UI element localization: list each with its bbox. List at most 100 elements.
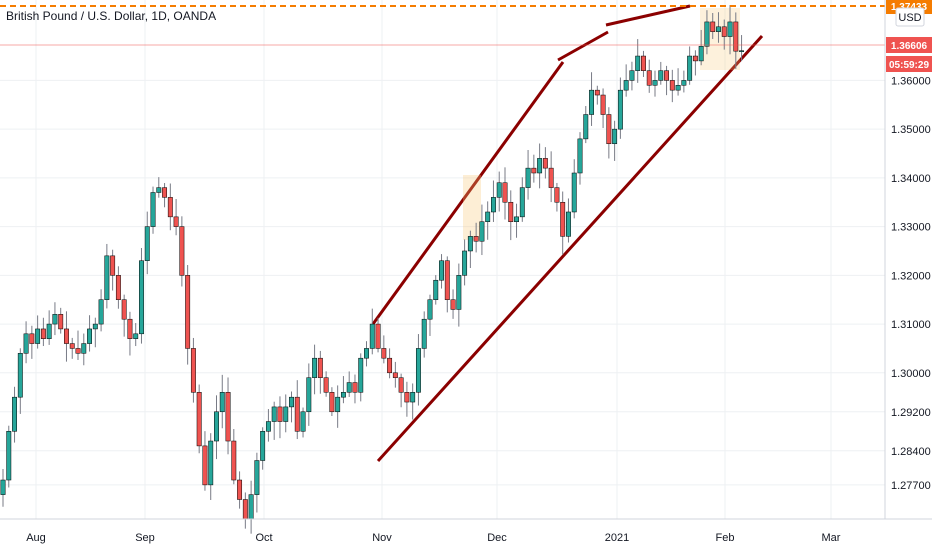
candle	[242, 492, 248, 529]
candle	[450, 289, 456, 319]
candle-body	[127, 318, 133, 339]
candle	[398, 373, 404, 408]
candle	[669, 69, 675, 103]
candle-body	[716, 26, 721, 32]
candle	[635, 39, 641, 83]
candle	[104, 243, 110, 309]
candle-body	[162, 187, 168, 198]
candle	[98, 289, 104, 332]
candle	[537, 143, 543, 189]
candle-body	[260, 431, 266, 461]
candle	[508, 190, 514, 241]
candle-body	[115, 275, 121, 300]
candle-body	[473, 236, 479, 242]
candle-body	[617, 89, 623, 130]
candle	[739, 35, 745, 62]
candle	[531, 154, 537, 183]
candle	[133, 323, 139, 347]
candle	[589, 72, 594, 126]
candle	[335, 385, 341, 428]
candle	[392, 361, 398, 388]
upper-trendline	[371, 61, 565, 325]
candle-body	[641, 55, 646, 71]
price-tag: 1.36606	[886, 37, 932, 53]
candle-body	[265, 421, 271, 432]
candle-body	[35, 328, 41, 344]
candle-body	[219, 392, 225, 413]
candle-body	[629, 70, 635, 81]
candle	[462, 239, 468, 286]
candle	[202, 431, 208, 491]
candle	[185, 265, 191, 365]
x-tick-label: 2021	[605, 532, 629, 544]
candle	[283, 394, 289, 433]
candle-body	[254, 460, 260, 495]
candle	[566, 198, 571, 243]
candle-body	[340, 392, 346, 398]
candle-body	[381, 348, 387, 359]
candle-body	[185, 275, 191, 349]
x-tick-label: Nov	[372, 532, 392, 544]
candle	[542, 147, 548, 179]
candle	[664, 65, 669, 96]
candle	[479, 204, 485, 256]
y-tick-label: 1.34000	[891, 173, 931, 185]
candle	[439, 254, 444, 289]
candle-body	[398, 377, 404, 393]
candle	[427, 294, 433, 336]
candle	[733, 12, 739, 69]
x-tick-label: Aug	[26, 532, 46, 544]
candle-body	[248, 494, 254, 520]
candle	[727, 5, 733, 55]
candle	[81, 333, 87, 366]
candle	[271, 401, 277, 440]
y-tick-label: 1.30000	[891, 368, 931, 380]
candle-body	[29, 333, 35, 344]
candle	[698, 29, 704, 66]
candle	[514, 203, 519, 238]
candle	[629, 61, 635, 91]
candle-body	[658, 70, 664, 81]
candle	[6, 425, 12, 488]
candle	[421, 311, 427, 358]
candle	[52, 302, 58, 336]
highlight-box-mid	[463, 175, 481, 240]
candle	[594, 85, 600, 105]
candle-body	[144, 226, 150, 261]
candle	[69, 337, 75, 359]
candle	[346, 371, 352, 397]
candle	[190, 337, 196, 403]
candle	[40, 317, 46, 347]
candle	[560, 191, 566, 255]
candle-body	[467, 236, 473, 252]
candle	[265, 409, 271, 442]
candle-body	[69, 343, 75, 349]
candle	[254, 452, 260, 513]
currency-label: USD	[898, 12, 921, 24]
candle	[410, 383, 416, 420]
candle-body	[306, 377, 312, 413]
candle	[46, 310, 52, 345]
candle-body	[456, 275, 462, 310]
candle-body	[508, 201, 514, 222]
candle-body	[392, 372, 398, 378]
top-trendline-2	[605, 4, 691, 27]
price-tag-bg	[886, 37, 932, 53]
candle	[58, 307, 64, 334]
y-tick-label: 1.35000	[891, 124, 931, 136]
candle	[525, 150, 531, 200]
candle-body	[404, 392, 410, 403]
candle-body	[583, 114, 589, 140]
candle-body	[121, 299, 127, 320]
candle-body	[139, 260, 144, 335]
candle-body	[225, 392, 231, 442]
candle-body	[450, 299, 456, 310]
candle	[64, 311, 69, 362]
candle-body	[439, 260, 444, 281]
candle-body	[202, 445, 208, 486]
candle-body	[190, 348, 196, 393]
candle-body	[12, 396, 17, 432]
candle-body	[329, 392, 335, 413]
candle	[387, 348, 393, 379]
